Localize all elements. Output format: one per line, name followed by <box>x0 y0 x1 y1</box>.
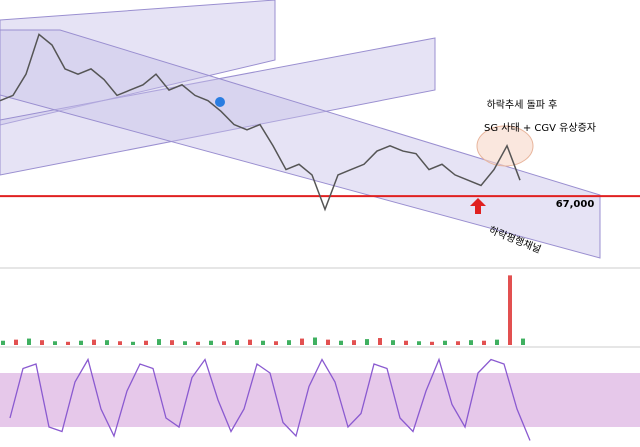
volume-bar <box>92 339 96 345</box>
volume-bar <box>261 340 265 345</box>
volume-bar <box>105 340 109 345</box>
volume-bar <box>248 339 252 345</box>
annotation: SG 사태 + CGV 유상증자 <box>484 122 596 134</box>
price-line <box>0 33 521 212</box>
volume-bar <box>508 275 512 345</box>
volume-bar <box>274 341 278 345</box>
volume-bar <box>222 341 226 345</box>
volume-bar <box>196 341 200 345</box>
channel-down <box>0 29 601 259</box>
oscillator-line <box>9 357 531 441</box>
volume-bar <box>456 341 460 345</box>
volume-bar <box>170 340 174 345</box>
volume-bar <box>495 339 499 345</box>
channel-mid <box>0 37 436 176</box>
volume-bar <box>40 340 44 345</box>
volume-bar <box>404 340 408 345</box>
volume-bar <box>118 341 122 345</box>
volume-bar <box>157 339 161 345</box>
oscillator-band <box>0 373 640 427</box>
volume-bar <box>183 341 187 345</box>
volume-bar <box>521 338 525 345</box>
volume-bar <box>482 340 486 345</box>
volume-bar <box>209 340 213 345</box>
annotation: 하락추세 돌파 후 <box>487 98 558 111</box>
volume-bar <box>53 341 57 345</box>
channel-upper <box>0 0 276 126</box>
volume-bar <box>144 340 148 345</box>
volume-bar <box>352 340 356 345</box>
volume-bar <box>365 339 369 345</box>
volume-bar <box>79 340 83 345</box>
volume-bar <box>430 341 434 345</box>
volume-bar <box>339 340 343 345</box>
volume-bar <box>287 340 291 345</box>
volume-bar <box>27 338 31 345</box>
highlight-ellipse <box>476 125 534 167</box>
volume-bar <box>417 341 421 345</box>
volume-bar <box>443 340 447 345</box>
volume-bar <box>235 340 239 345</box>
volume-bar <box>469 340 473 345</box>
volume-bar <box>300 338 304 345</box>
event-icon <box>215 97 225 107</box>
arrow <box>470 198 486 214</box>
volume-bar <box>14 339 18 345</box>
volume-bar <box>66 341 70 345</box>
volume-bar <box>313 337 317 345</box>
channels <box>0 0 601 259</box>
volume-bar <box>1 340 5 345</box>
volume-bar <box>391 340 395 345</box>
volume-bar <box>326 339 330 345</box>
support-label: 67,000 <box>556 199 595 210</box>
volume-bar <box>131 341 135 345</box>
volume-bar <box>378 338 382 345</box>
